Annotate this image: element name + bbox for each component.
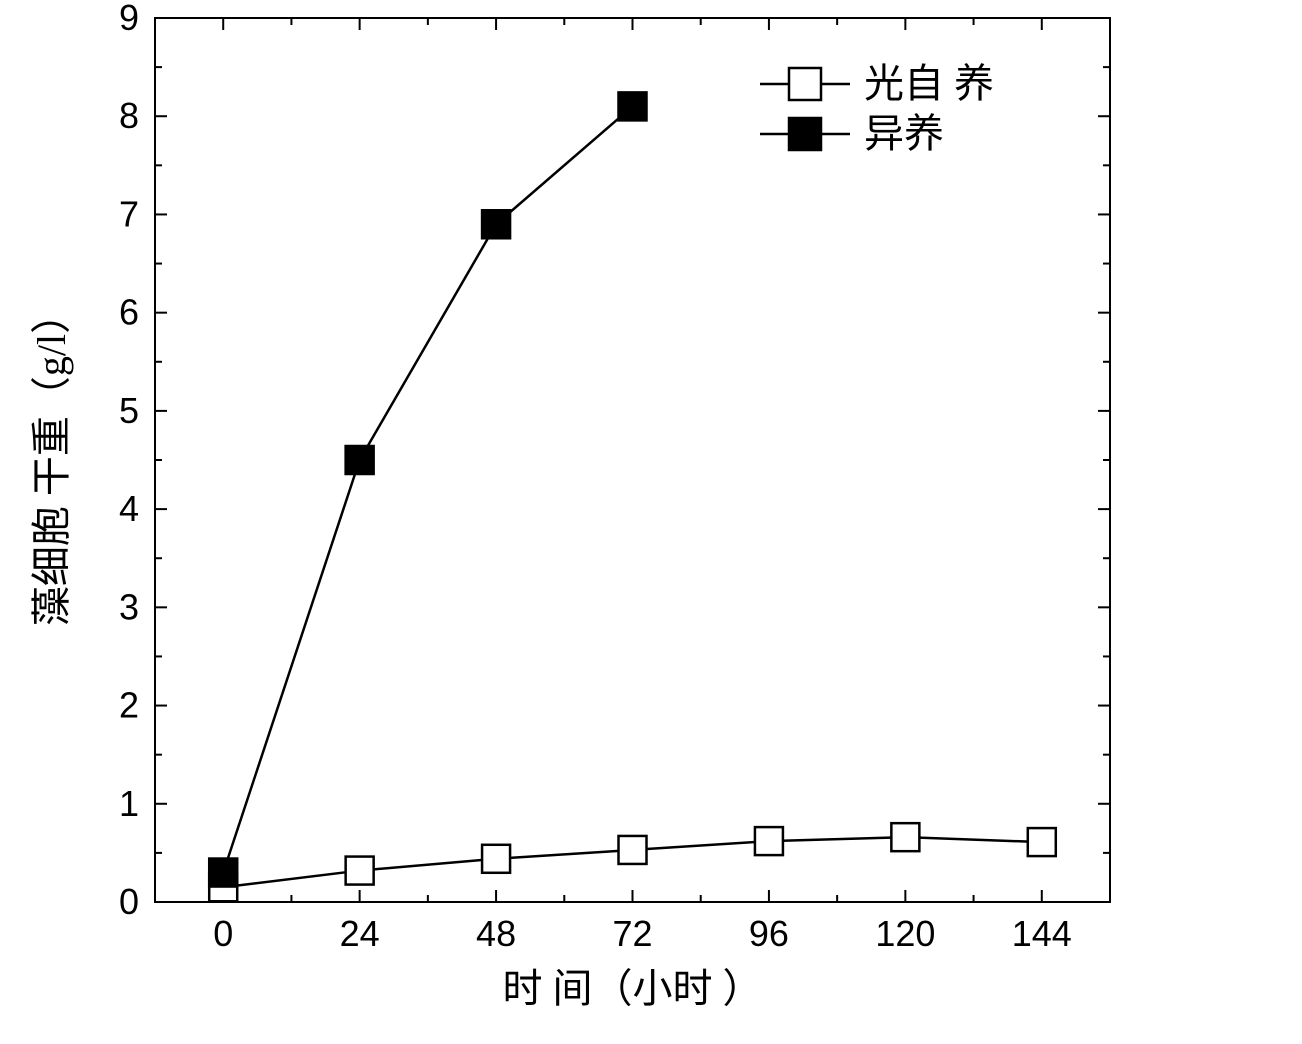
x-tick-label: 24 bbox=[340, 913, 380, 954]
marker-filled-square bbox=[346, 446, 374, 474]
y-tick-label: 4 bbox=[119, 488, 139, 529]
x-tick-label: 48 bbox=[476, 913, 516, 954]
marker-filled-square bbox=[619, 92, 647, 120]
legend-label: 异养 bbox=[864, 111, 944, 156]
x-tick-label: 72 bbox=[612, 913, 652, 954]
y-tick-label: 6 bbox=[119, 292, 139, 333]
x-tick-label: 120 bbox=[875, 913, 935, 954]
x-tick-label: 96 bbox=[749, 913, 789, 954]
marker-open-square bbox=[891, 823, 919, 851]
line-chart: 0 24 48 72 96 120 144 0 1 2 3 4 5 6 7 8 9 时 间（小时 ） 藻细胞 干重（… bbox=[0, 0, 1302, 1044]
y-tick-label: 5 bbox=[119, 390, 139, 431]
legend: 光自 养异养 bbox=[760, 61, 994, 156]
marker-open-square bbox=[482, 845, 510, 873]
marker-filled-square bbox=[789, 118, 821, 150]
marker-open-square bbox=[789, 68, 821, 100]
series-1 bbox=[209, 92, 646, 886]
chart-container: 0 24 48 72 96 120 144 0 1 2 3 4 5 6 7 8 9 时 间（小时 ） 藻细胞 干重（… bbox=[0, 0, 1302, 1044]
marker-filled-square bbox=[482, 210, 510, 238]
plot-frame bbox=[155, 18, 1110, 902]
y-tick-label: 7 bbox=[119, 193, 139, 234]
x-tick-label: 144 bbox=[1012, 913, 1072, 954]
y-tick-label: 0 bbox=[119, 881, 139, 922]
x-tick-label: 0 bbox=[213, 913, 233, 954]
y-tick-label: 1 bbox=[119, 783, 139, 824]
y-tick-label: 9 bbox=[119, 0, 139, 38]
x-axis-label: 时 间（小时 ） bbox=[503, 966, 763, 1011]
y-tick-label: 8 bbox=[119, 95, 139, 136]
legend-label: 光自 养 bbox=[864, 61, 994, 106]
series-0 bbox=[209, 823, 1056, 901]
y-tick-label: 3 bbox=[119, 586, 139, 627]
y-axis-label: 藻细胞 干重（g/l） bbox=[29, 294, 74, 626]
marker-open-square bbox=[619, 836, 647, 864]
y-tick-label: 2 bbox=[119, 685, 139, 726]
marker-open-square bbox=[346, 857, 374, 885]
series-line bbox=[223, 106, 632, 872]
marker-filled-square bbox=[209, 859, 237, 887]
marker-open-square bbox=[1028, 828, 1056, 856]
marker-open-square bbox=[755, 827, 783, 855]
